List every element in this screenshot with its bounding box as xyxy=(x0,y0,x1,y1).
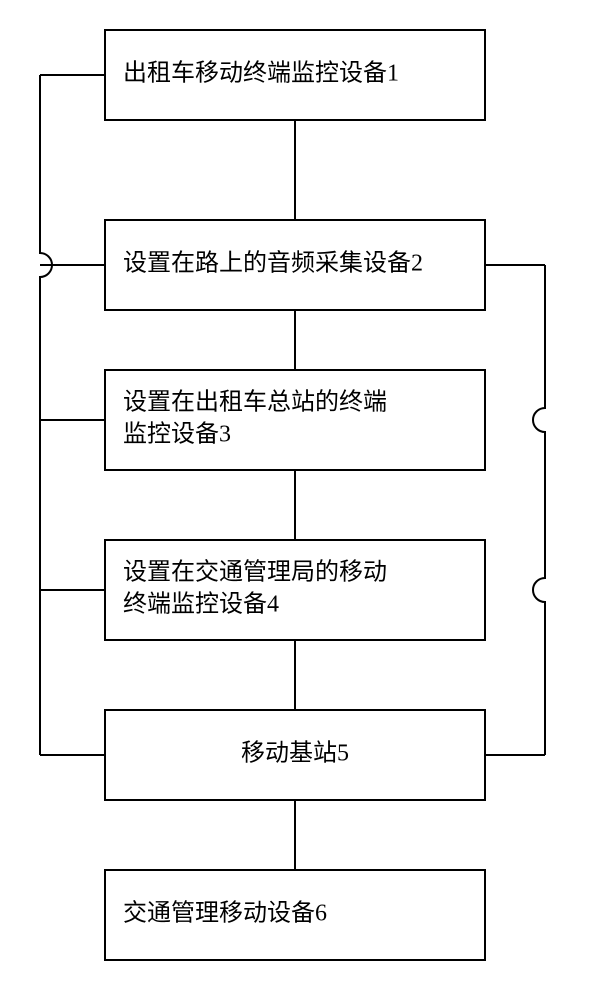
node-n3-label-0: 设置在出租车总站的终端 xyxy=(123,389,387,416)
left-bus-spine xyxy=(40,75,52,755)
node-n4-label-1: 终端监控设备4 xyxy=(123,591,279,618)
node-n4 xyxy=(105,540,485,640)
node-n3-label-1: 监控设备3 xyxy=(123,421,231,448)
node-n1-label-0: 出租车移动终端监控设备1 xyxy=(123,60,399,87)
right-bus-spine xyxy=(533,265,545,755)
node-n2-label-0: 设置在路上的音频采集设备2 xyxy=(123,250,423,277)
node-n4-label-0: 设置在交通管理局的移动 xyxy=(123,559,387,586)
node-n6-label-0: 交通管理移动设备6 xyxy=(123,900,327,927)
node-n3 xyxy=(105,370,485,470)
node-n5-label-0: 移动基站5 xyxy=(241,740,349,767)
